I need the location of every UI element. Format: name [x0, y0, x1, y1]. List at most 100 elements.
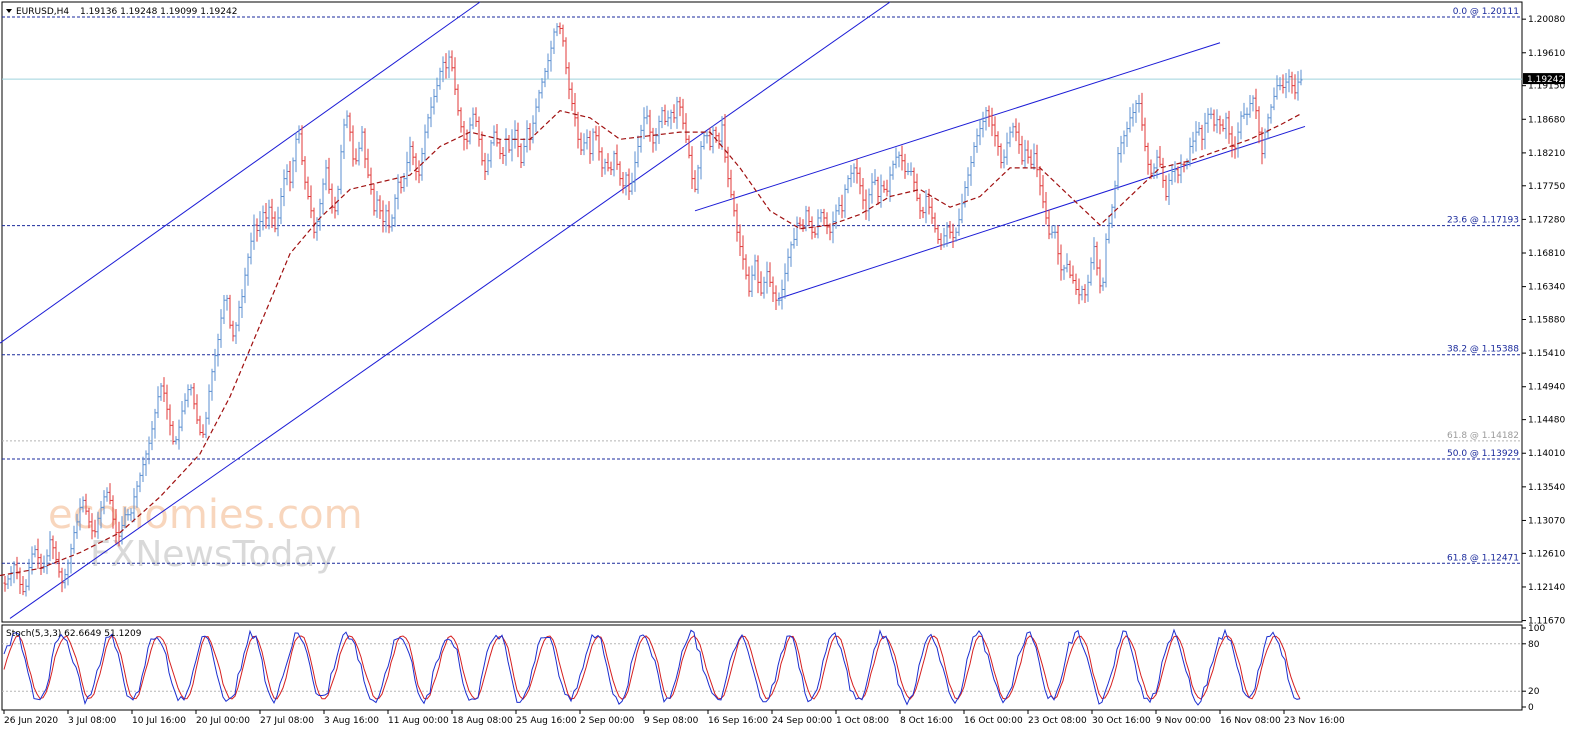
price-bar	[1257, 106, 1261, 144]
price-bar	[537, 89, 541, 113]
time-tick-label: 16 Sep 16:00	[708, 716, 768, 726]
price-bar	[1059, 244, 1063, 281]
price-bar	[726, 146, 730, 188]
price-bar	[1191, 131, 1195, 154]
time-tick-label: 3 Jul 08:00	[68, 716, 117, 726]
price-bar	[1287, 69, 1291, 93]
price-bar	[150, 421, 154, 451]
price-bar	[132, 488, 136, 523]
price-bar	[441, 56, 445, 83]
price-bar	[234, 322, 238, 344]
price-bar	[33, 545, 37, 558]
price-bar	[1176, 166, 1180, 184]
price-bar	[327, 157, 331, 194]
price-bar	[1047, 209, 1051, 240]
price-bar	[102, 490, 106, 515]
price-bar	[495, 123, 499, 147]
price-bar	[1119, 135, 1123, 163]
price-bar	[840, 194, 844, 219]
price-bar	[1254, 88, 1258, 120]
price-bar	[57, 551, 61, 578]
price-bar	[849, 164, 853, 188]
stochastic-oscillator	[2, 628, 1522, 706]
price-bar	[1293, 74, 1297, 100]
price-bar	[186, 384, 190, 408]
price-bar	[567, 62, 571, 100]
price-bar	[84, 493, 88, 515]
price-bar	[42, 555, 46, 573]
price-bar	[1131, 103, 1135, 127]
price-bar	[738, 224, 742, 257]
price-bar	[291, 157, 295, 189]
price-bar	[366, 148, 370, 179]
price-bar	[1086, 274, 1090, 302]
price-bar	[348, 112, 352, 142]
price-bar	[618, 161, 622, 186]
time-tick-label: 11 Aug 00:00	[388, 716, 449, 726]
price-bar	[744, 254, 748, 280]
price-bar	[375, 190, 379, 218]
price-bar	[273, 211, 277, 233]
price-pane[interactable]	[1, 1, 1523, 623]
stoch-tick-label: 20	[1528, 687, 1540, 697]
price-bar	[741, 235, 745, 270]
price-bar	[585, 129, 589, 150]
price-bar	[99, 500, 103, 529]
fibonacci-levels: 0.0 @ 1.20111 23.6 @ 1.17193 38.2 @ 1.1538…	[2, 7, 1522, 564]
price-bar	[798, 217, 802, 230]
price-bar	[1269, 104, 1273, 124]
price-bar	[255, 218, 259, 242]
price-bar	[576, 111, 580, 149]
symbol-dropdown-icon[interactable]	[6, 9, 12, 13]
price-bar	[297, 125, 301, 144]
price-bar	[267, 199, 271, 230]
price-bar	[975, 128, 979, 153]
stoch-tick-label: 0	[1528, 703, 1534, 713]
price-bar	[396, 174, 400, 210]
price-tick-label: 1.12140	[1528, 583, 1565, 593]
price-bar	[753, 254, 757, 281]
price-bar	[1143, 117, 1147, 152]
price-bar	[372, 183, 376, 216]
price-tick-label: 1.16340	[1528, 283, 1565, 293]
price-bar	[981, 111, 985, 138]
price-bar	[540, 78, 544, 99]
price-bar	[759, 271, 763, 296]
price-bar	[501, 147, 505, 165]
price-bar	[417, 160, 421, 184]
price-bar	[165, 384, 169, 420]
price-bar	[480, 131, 484, 166]
price-bar	[225, 294, 229, 311]
stoch-header-label: Stoch(5,3,3) 62.6649 51.1209	[6, 629, 142, 639]
price-bar	[174, 436, 178, 445]
price-bar	[177, 419, 181, 450]
price-bar	[993, 116, 997, 147]
price-tick-label: 1.16810	[1528, 249, 1565, 259]
price-bar	[1044, 191, 1048, 225]
price-bar	[180, 400, 184, 432]
price-bar	[531, 115, 535, 144]
price-tick-label: 1.11670	[1528, 617, 1565, 627]
price-bar	[1041, 174, 1045, 209]
price-bar	[1032, 143, 1036, 170]
price-bar	[93, 519, 97, 538]
trendline-outer-lower	[9, 1, 891, 619]
price-bar	[48, 531, 52, 562]
price-bar	[1014, 118, 1018, 142]
stoch-pane[interactable]	[1, 624, 1523, 711]
symbol-timeframe-label: EURUSD,H4	[16, 7, 69, 17]
price-bar	[852, 163, 856, 183]
price-bar	[51, 535, 55, 560]
price-bar	[1071, 265, 1075, 284]
trendline-outer-upper	[0, 1, 481, 344]
price-bar	[882, 180, 886, 193]
price-bar	[1278, 77, 1282, 91]
price-bar	[1122, 130, 1126, 155]
price-bar	[468, 117, 472, 145]
price-bar	[1005, 132, 1009, 165]
price-bar	[1251, 95, 1255, 112]
price-bar	[447, 50, 451, 79]
price-bar	[699, 141, 703, 180]
